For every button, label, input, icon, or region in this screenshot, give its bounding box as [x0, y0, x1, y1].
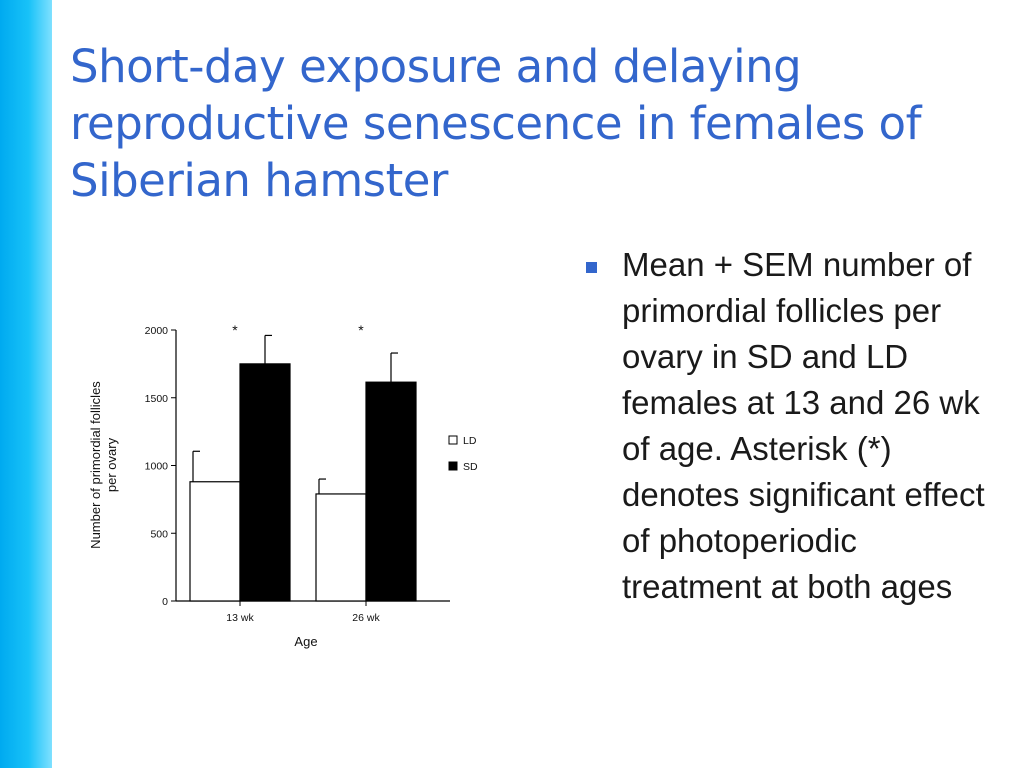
bar-ld — [315, 493, 367, 602]
bar-chart: 0 500 1000 1500 2000 Number of primordial fol… — [88, 322, 478, 649]
x-axis-label: Age — [294, 634, 317, 649]
bar-ld — [189, 481, 241, 602]
y-tick-label: 2000 — [145, 325, 169, 337]
x-tick-label: 13 wk — [226, 612, 254, 624]
y-tick-label: 1000 — [145, 461, 169, 473]
y-tick-label: 1500 — [145, 393, 169, 405]
slide-title: Short-day exposure and delaying reproduc… — [70, 40, 921, 207]
bullet-text: Mean + SEM number of primordial follicle… — [622, 246, 985, 605]
x-tick-label: 26 wk — [352, 612, 380, 624]
y-axis-label: Number of primordial follicles — [88, 381, 103, 549]
bar-sd — [365, 381, 417, 602]
legend-label-ld: LD — [463, 435, 477, 447]
bar-sd — [239, 363, 291, 602]
legend-swatch-sd — [448, 461, 458, 471]
y-tick-label: 0 — [162, 596, 168, 608]
y-axis-label: per ovary — [104, 437, 119, 492]
legend-label-sd: SD — [463, 461, 478, 473]
side-accent-bar — [0, 0, 52, 768]
legend-swatch-ld — [448, 435, 458, 445]
bullet-square-icon — [586, 262, 597, 273]
significance-asterisk: * — [232, 322, 238, 338]
y-tick-label: 500 — [150, 528, 168, 540]
significance-asterisk: * — [358, 322, 364, 338]
